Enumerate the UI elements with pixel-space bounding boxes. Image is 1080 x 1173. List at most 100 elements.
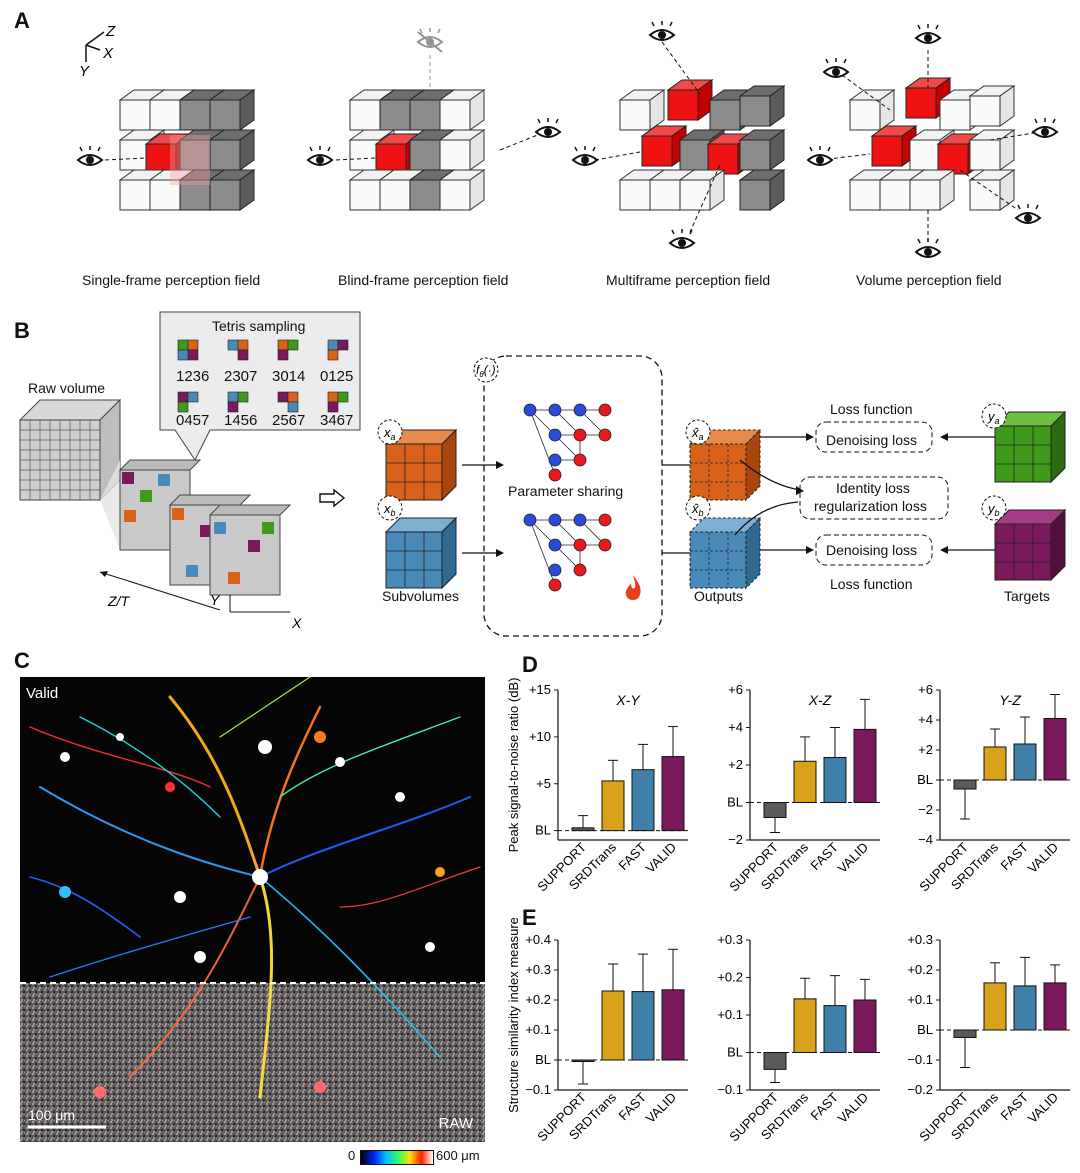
colorbar [360, 1150, 434, 1165]
output-b-cube [688, 516, 762, 590]
chart-title: X-Y [615, 692, 641, 708]
y-tick-label: BL [535, 1052, 551, 1067]
y-tick-label: −0.1 [717, 1082, 743, 1097]
caption-single-frame: Single-frame perception field [82, 272, 261, 288]
category-label: VALID [835, 840, 871, 876]
regularization-loss-label: regularization loss [814, 498, 927, 514]
bar [1013, 743, 1037, 781]
tetris-code: 3467 [320, 412, 354, 429]
eye-icon [823, 57, 849, 78]
caption-multiframe: Multiframe perception field [606, 272, 771, 288]
y-tick-label: −0.2 [907, 1082, 933, 1097]
tetris-title: Tetris sampling [212, 318, 306, 334]
axis-x-label: X [102, 45, 114, 62]
subvolume-b-cube [384, 516, 458, 590]
bar [953, 779, 977, 790]
y-tick-label: −2 [728, 832, 743, 847]
y-tick-label: +4 [728, 720, 743, 735]
raw-label: RAW [438, 1115, 473, 1132]
eye-icon [915, 23, 941, 44]
xhat-b-label: x̂b [691, 501, 704, 518]
cube-blind-frame [349, 89, 485, 211]
neuron-image: Valid RAW 100 μm [20, 677, 485, 1142]
bar [983, 746, 1007, 781]
identity-loss-label: Identity loss [836, 480, 910, 496]
output-a-cube [688, 428, 762, 502]
bar [793, 760, 817, 803]
y-tick-label: −0.1 [907, 1052, 933, 1067]
eye-icon [1015, 203, 1041, 224]
bar [763, 1052, 787, 1070]
caption-blind-frame: Blind-frame perception field [338, 272, 509, 288]
eye-icon [307, 145, 333, 166]
y-tick-label: BL [727, 1045, 743, 1060]
y-tick-label: BL [727, 795, 743, 810]
y-tick-label: BL [917, 772, 933, 787]
chart-title: Y-Z [999, 692, 1021, 708]
loss-function-bottom-label: Loss function [830, 576, 913, 592]
targets-label: Targets [1004, 588, 1050, 604]
y-tick-label: +15 [529, 682, 551, 697]
bar [983, 982, 1007, 1031]
colorbar-min: 0 [348, 1148, 356, 1163]
subvolumes-label: Subvolumes [382, 588, 460, 604]
bar [571, 1059, 595, 1062]
y-tick-label: −2 [918, 802, 933, 817]
tetris-code: 1236 [176, 368, 210, 385]
tetris-icons [177, 339, 349, 413]
bar [631, 991, 655, 1061]
target-a-cube [993, 410, 1067, 484]
network-top [523, 403, 612, 482]
y-tick-label: +0.3 [907, 932, 933, 947]
pointer-icon [319, 488, 346, 508]
axis-y-label: Y [79, 63, 90, 80]
bar [763, 802, 787, 818]
y-tick-label: +0.2 [717, 970, 743, 985]
tetris-subvolume-stack [118, 459, 292, 596]
y-tick-label: +2 [728, 757, 743, 772]
category-label: VALID [643, 840, 679, 876]
bar [853, 728, 877, 803]
denoising-loss-bottom: Denoising loss [826, 542, 918, 558]
target-b-cube [993, 508, 1067, 582]
y-tick-label: +2 [918, 742, 933, 757]
panel-label-c: C [14, 648, 30, 673]
bar [793, 998, 817, 1053]
eye-icon [915, 237, 941, 258]
y-tick-label: +5 [536, 776, 551, 791]
y-tick-label: +6 [728, 682, 743, 697]
axis-y-label-b: Y [210, 592, 221, 608]
outputs-label: Outputs [694, 588, 744, 604]
y-tick-label: +0.1 [525, 1022, 551, 1037]
eye-icon [77, 145, 103, 166]
panel-label-d: D [522, 652, 538, 677]
yb-label: yb [987, 501, 1000, 518]
raw-volume-block [18, 398, 122, 502]
axis-x-label-b: X [291, 615, 302, 631]
subvolume-a-cube [384, 428, 458, 502]
y-tick-label: +4 [918, 712, 933, 727]
bar [601, 780, 625, 832]
ya-label: ya [987, 409, 1000, 426]
tetris-code: 0125 [320, 368, 354, 385]
bar-charts: BL+5+10+15X-YSUPPORTSRDTransFASTVALIDPea… [506, 678, 1070, 1144]
bar [1043, 718, 1067, 781]
tetris-code: 3014 [272, 368, 306, 385]
y-tick-label: +10 [529, 729, 551, 744]
y-tick-label: +0.3 [717, 932, 743, 947]
bar [571, 827, 595, 832]
cube-multiframe [619, 79, 785, 211]
tetris-code: 0457 [176, 412, 210, 429]
loss-function-top-label: Loss function [830, 401, 913, 417]
flame-icon [625, 575, 641, 600]
axis-z-label: Z [105, 23, 116, 40]
category-label: VALID [643, 1090, 679, 1126]
y-tick-label: +0.2 [525, 992, 551, 1007]
xa-label: xa [383, 425, 396, 442]
y-tick-label: BL [917, 1022, 933, 1037]
caption-volume: Volume perception field [856, 272, 1002, 288]
eye-icon [807, 145, 833, 166]
bar [601, 990, 625, 1061]
eye-icon [649, 20, 675, 41]
category-label: VALID [1025, 840, 1061, 876]
